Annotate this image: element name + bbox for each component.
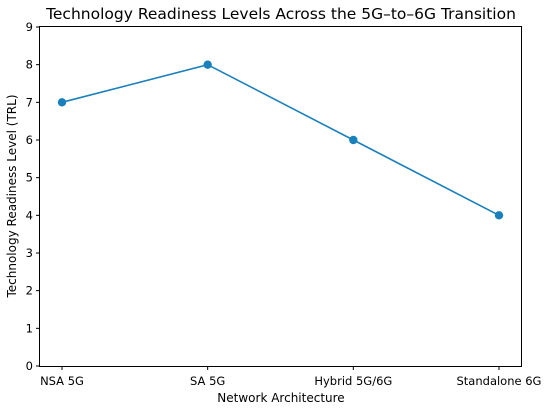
- y-tick-label: 8: [26, 58, 33, 72]
- y-tick-label: 3: [26, 246, 33, 260]
- series-line: [61, 63, 500, 217]
- y-tick-label: 1: [26, 321, 33, 335]
- y-tick-label: 7: [26, 95, 33, 109]
- x-tick-label: Standalone 6G: [457, 374, 542, 388]
- y-tick-label: 6: [26, 133, 33, 147]
- data-point: [349, 135, 358, 145]
- data-point: [494, 211, 504, 220]
- y-tick-label: 5: [26, 171, 33, 185]
- y-tick-label: 2: [26, 284, 33, 298]
- x-axis-label: Network Architecture: [217, 391, 344, 405]
- data-point: [57, 98, 67, 107]
- x-tick-label: NSA 5G: [40, 374, 84, 388]
- y-tick-label: 0: [26, 359, 33, 373]
- x-axis: NSA 5G SA 5G Hybrid 5G/6G Standalone 6G: [40, 366, 541, 388]
- y-tick-label: 9: [26, 20, 33, 34]
- x-tick-label: SA 5G: [190, 374, 225, 388]
- data-point: [203, 60, 212, 69]
- series-layer: [57, 60, 504, 220]
- y-axis-label: Technology Readiness Level (TRL): [5, 94, 19, 298]
- x-tick-label: Hybrid 5G/6G: [314, 374, 392, 388]
- plot-frame: [39, 26, 522, 367]
- chart-title: Technology Readiness Levels Across the 5…: [45, 5, 516, 23]
- y-tick-label: 4: [26, 208, 33, 222]
- y-axis: 0 1 2 3 4 5 6 7 8 9: [26, 20, 40, 373]
